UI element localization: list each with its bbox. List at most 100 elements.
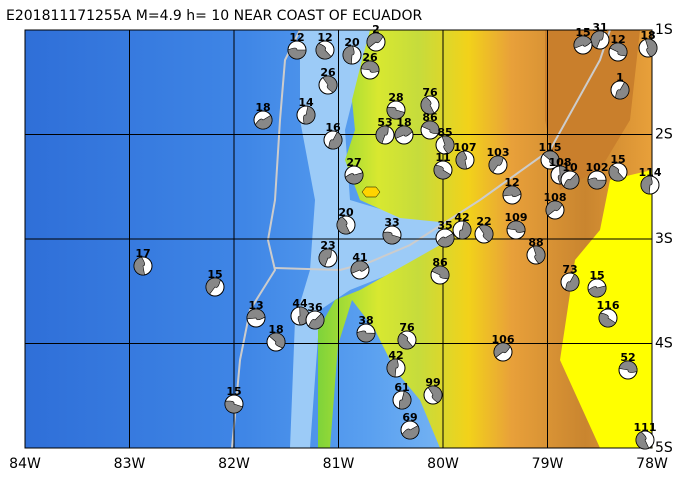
compression — [397, 332, 414, 350]
depth-label: 52 — [620, 351, 635, 364]
focal-mechanism: 73 — [560, 263, 580, 292]
depth-label: 86 — [432, 256, 448, 269]
depth-label: 69 — [402, 411, 417, 424]
focal-mechanism: 88 — [526, 236, 546, 265]
depth-label: 20 — [344, 36, 360, 49]
focal-mechanism: 2 — [366, 23, 386, 52]
focal-mechanism: 22 — [474, 215, 494, 244]
focal-mechanism: 85 — [435, 126, 455, 155]
depth-label: 16 — [325, 121, 341, 134]
compression — [386, 358, 399, 378]
focal-mechanism: 86 — [430, 256, 450, 285]
x-label: 81W — [323, 456, 355, 472]
x-label: 82W — [218, 456, 250, 472]
depth-label: 102 — [586, 161, 609, 174]
focal-mechanism: 12 — [608, 33, 628, 62]
depth-label: 42 — [388, 349, 403, 362]
compression — [478, 224, 494, 242]
depth-label: 1 — [616, 71, 624, 84]
compression — [608, 164, 625, 182]
compression — [342, 45, 355, 65]
focal-mechanism: 52 — [618, 351, 638, 380]
depth-label: 12 — [317, 31, 332, 44]
focal-mechanism: 26 — [318, 66, 338, 95]
compression — [441, 135, 455, 154]
depth-label: 36 — [307, 301, 323, 314]
focal-mechanism: 116 — [597, 299, 620, 328]
x-label: 79W — [532, 456, 564, 472]
compression — [420, 96, 435, 115]
focal-mechanism: 26 — [360, 51, 380, 80]
focal-mechanism: 12 — [502, 176, 522, 205]
focal-mechanism: 11 — [433, 151, 453, 180]
depth-label: 23 — [320, 239, 335, 252]
depth-label: 106 — [492, 333, 515, 346]
depth-label: 103 — [487, 146, 510, 159]
compression — [598, 312, 616, 328]
focal-mechanism: 15 — [608, 153, 628, 182]
compression — [328, 131, 343, 150]
compression — [350, 260, 369, 274]
focal-mechanism: 106 — [492, 333, 515, 362]
compression — [318, 248, 332, 267]
focal-mechanism: 12 — [315, 31, 335, 60]
depth-label: 28 — [388, 91, 403, 104]
depth-label: 15 — [207, 268, 222, 281]
focal-mechanism: 107 — [454, 141, 476, 170]
compression — [366, 32, 384, 49]
depth-label: 27 — [346, 156, 361, 169]
depth-label: 26 — [362, 51, 378, 64]
focal-mechanism: 115 — [539, 141, 561, 170]
focal-mechanism: 108 — [544, 191, 567, 220]
depth-label: 18 — [255, 101, 270, 114]
compression — [336, 216, 351, 235]
focal-mechanism: 61 — [392, 381, 412, 410]
depth-label: 99 — [425, 376, 440, 389]
focal-mechanism: 33 — [382, 216, 402, 245]
y-label: 1S — [655, 22, 673, 38]
compression — [360, 60, 380, 73]
compression — [344, 172, 364, 185]
focal-mechanism: 23 — [318, 239, 338, 268]
compression — [502, 185, 522, 198]
depth-label: 18 — [640, 29, 655, 42]
depth-label: 53 — [377, 116, 392, 129]
depth-label: 10 — [562, 161, 578, 174]
compression — [640, 175, 653, 195]
compression — [563, 173, 580, 190]
focal-mechanism: 12 — [287, 31, 307, 60]
depth-label: 38 — [358, 314, 373, 327]
compression — [401, 425, 420, 440]
focal-mechanism: 109 — [505, 211, 528, 240]
depth-label: 44 — [292, 297, 308, 310]
depth-label: 18 — [396, 116, 411, 129]
depth-label: 76 — [399, 321, 415, 334]
y-label: 2S — [655, 127, 673, 143]
y-label: 4S — [655, 336, 673, 352]
compression — [493, 342, 511, 358]
focal-mechanism: 42 — [452, 211, 472, 240]
compression — [587, 177, 607, 190]
focal-mechanism: 103 — [487, 146, 510, 175]
depth-label: 15 — [610, 153, 625, 166]
depth-label: 109 — [505, 211, 528, 224]
compression — [436, 233, 455, 248]
frame — [24, 29, 653, 449]
compression — [303, 105, 316, 125]
compression — [609, 42, 628, 57]
focal-mechanism: 18 — [266, 323, 286, 352]
depth-label: 17 — [135, 247, 150, 260]
depth-label: 13 — [248, 299, 263, 312]
compression — [382, 231, 401, 245]
focal-mechanism: 42 — [386, 349, 406, 378]
focal-mechanism: 76 — [420, 86, 440, 115]
depth-label: 22 — [476, 215, 491, 228]
depth-label: 73 — [562, 263, 577, 276]
compression — [421, 120, 440, 134]
compression — [399, 390, 412, 410]
focal-mechanism: 114 — [639, 166, 662, 195]
depth-label: 35 — [437, 219, 452, 232]
depth-label: 108 — [544, 191, 567, 204]
depth-label: 12 — [504, 176, 519, 189]
